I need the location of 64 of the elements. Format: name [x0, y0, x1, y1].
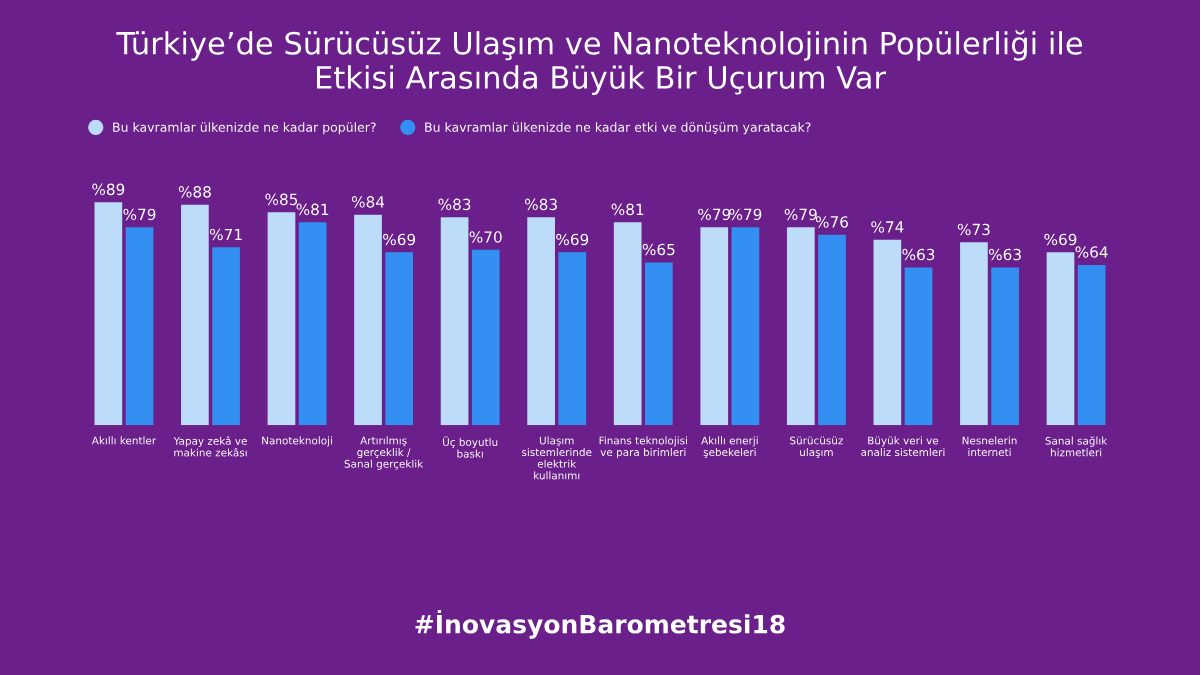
x-tick-label: Nanoteknoloji	[262, 436, 332, 447]
x-tick-label: Yapay zekâ ve makine zekâsı	[173, 436, 247, 457]
bar	[904, 267, 933, 426]
x-tick-label: Nesnelerin interneti	[962, 436, 1017, 457]
data-label: %85	[265, 193, 298, 206]
bar	[645, 262, 673, 426]
bar	[471, 249, 500, 426]
data-label: %69	[556, 233, 589, 246]
legend-label: Bu kavramlar ülkenizde ne kadar popüler?	[113, 122, 376, 135]
data-label: %76	[815, 216, 848, 228]
data-label: %63	[988, 248, 1021, 261]
x-tick-label: Üç boyutlu baskı	[443, 436, 498, 458]
data-label: %73	[957, 223, 990, 236]
data-label: %79	[698, 208, 731, 221]
bar	[613, 222, 642, 426]
bar	[181, 204, 209, 426]
text: #İnovasyonBarometresi18	[415, 610, 785, 639]
bar	[1046, 252, 1075, 426]
data-label: %69	[383, 233, 416, 246]
data-label: %81	[611, 203, 644, 216]
bar	[731, 227, 760, 426]
data-label: %79	[784, 208, 817, 221]
data-label: %84	[351, 196, 385, 208]
bar	[125, 227, 154, 426]
data-label: %89	[92, 183, 125, 196]
bar	[786, 227, 815, 426]
x-tick-label: Büyük veri ve analiz sistemleri	[861, 436, 945, 457]
bar	[558, 252, 587, 426]
x-tick-label: Akıllı enerji şebekeleri	[701, 436, 758, 458]
data-label: %64	[1075, 246, 1108, 258]
bar	[527, 217, 555, 426]
data-label: %83	[438, 198, 471, 211]
data-label: %79	[123, 208, 156, 221]
bar	[700, 227, 729, 426]
data-label: %79	[729, 208, 762, 221]
x-tick-label: Ulaşım sistemlerinde elektrik kullanımı	[522, 436, 592, 480]
data-label: %88	[178, 186, 211, 198]
bar	[267, 212, 296, 426]
bar	[354, 214, 382, 426]
data-label: %70	[469, 231, 502, 243]
data-label: %69	[1044, 233, 1077, 246]
bar	[873, 239, 902, 426]
bar	[818, 234, 846, 426]
bar	[385, 252, 414, 426]
bar	[298, 222, 327, 426]
legend-label: Bu kavramlar ülkenizde ne kadar etki ve dönüşüm yaratacak?	[425, 122, 811, 135]
x-tick-label: Finans teknolojisi ve para birimleri	[599, 436, 687, 459]
data-label: %83	[525, 198, 557, 211]
x-tick-label: Sürücüsüz ulaşım	[790, 436, 843, 458]
x-tick-label: Akıllı kentler	[91, 436, 157, 445]
bar	[94, 202, 123, 426]
bar	[212, 247, 240, 426]
data-label: %81	[296, 203, 329, 216]
x-tick-label: Sanal sağlık hizmetleri	[1045, 436, 1108, 457]
data-label: %74	[871, 221, 904, 233]
data-label: %65	[642, 243, 675, 256]
bar	[960, 242, 988, 426]
chart-title: Türkiye’de Sürücüsüz Ulaşım ve Nanoteknolojinin Popülerliği ile Etkisi Arasında Büyük Bir Uçurum Var	[116, 30, 1083, 95]
bar	[1077, 264, 1106, 426]
bar	[440, 217, 469, 426]
data-label: %71	[209, 228, 242, 241]
bar	[991, 267, 1019, 426]
data-label: %63	[902, 248, 935, 261]
x-tick-label: Artırılmış gerçeklik / Sanal gerçeklik	[344, 436, 424, 470]
